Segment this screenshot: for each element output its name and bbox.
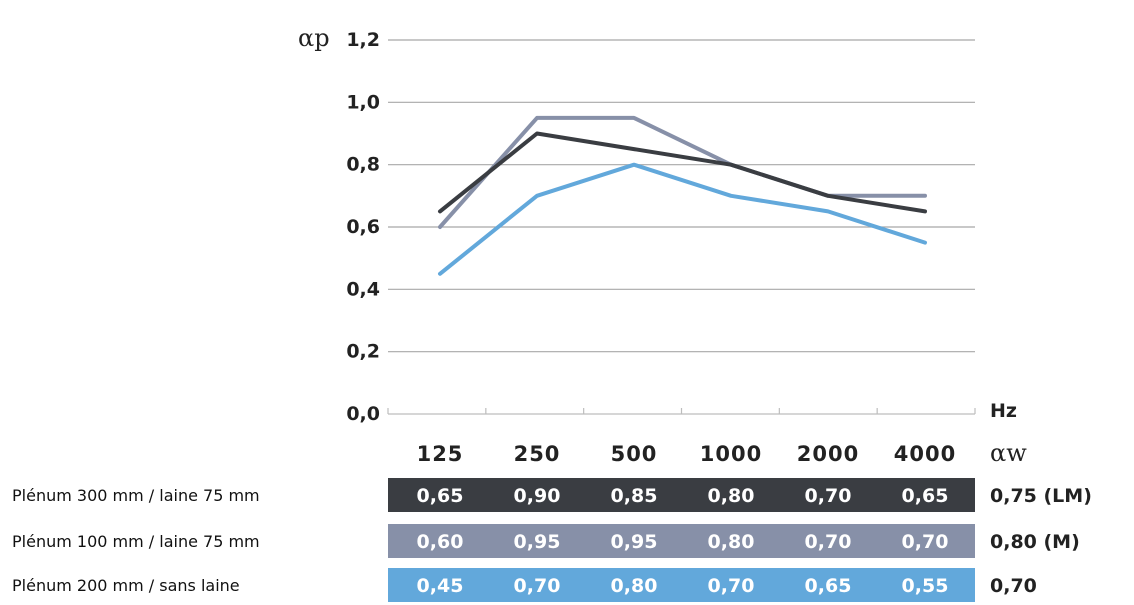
y-axis-symbol: αp bbox=[298, 24, 330, 52]
y-tick-labels: 0,0 0,2 0,4 0,6 0,8 1,0 1,2 bbox=[346, 29, 380, 425]
series-line bbox=[438, 115, 927, 229]
x-tick-label: 1000 bbox=[700, 442, 762, 466]
aw-value: 0,80 (M) bbox=[990, 531, 1080, 553]
value-cell: 0,70 bbox=[514, 575, 561, 597]
value-cell: 0,95 bbox=[514, 531, 561, 553]
x-tick-label: 125 bbox=[417, 442, 464, 466]
frequency-labels: 125 250 500 1000 2000 4000 bbox=[417, 442, 956, 466]
axes: αp Hz αw bbox=[298, 24, 1027, 467]
value-cell: 0,70 bbox=[902, 531, 949, 553]
value-cell: 0,80 bbox=[708, 531, 755, 553]
y-tick-label: 0,4 bbox=[346, 278, 380, 300]
gridlines bbox=[387, 39, 976, 415]
value-cell: 0,60 bbox=[417, 531, 464, 553]
aw-header: αw bbox=[990, 439, 1027, 467]
row-label: Plénum 100 mm / laine 75 mm bbox=[12, 532, 260, 551]
y-tick-label: 0,6 bbox=[346, 216, 380, 238]
value-cell: 0,70 bbox=[708, 575, 755, 597]
x-tick-label: 250 bbox=[514, 442, 561, 466]
value-cell: 0,80 bbox=[611, 575, 658, 597]
aw-value: 0,75 (LM) bbox=[990, 485, 1092, 507]
value-cell: 0,95 bbox=[611, 531, 658, 553]
y-tick-label: 0,8 bbox=[346, 154, 380, 176]
row-band bbox=[388, 478, 975, 512]
value-cell: 0,65 bbox=[417, 485, 464, 507]
x-axis-unit: Hz bbox=[990, 400, 1017, 422]
value-cell: 0,65 bbox=[805, 575, 852, 597]
series-line bbox=[438, 131, 927, 214]
value-cell: 0,55 bbox=[902, 575, 949, 597]
x-tick-label: 4000 bbox=[894, 442, 956, 466]
row-label: Plénum 200 mm / sans laine bbox=[12, 576, 240, 595]
y-tick-label: 1,2 bbox=[346, 29, 380, 51]
y-tick-label: 0,2 bbox=[346, 341, 380, 363]
aw-value: 0,70 bbox=[990, 575, 1037, 597]
row-band bbox=[388, 568, 975, 602]
value-cell: 0,70 bbox=[805, 485, 852, 507]
value-cell: 0,65 bbox=[902, 485, 949, 507]
row-band bbox=[388, 524, 975, 558]
series-line bbox=[438, 162, 927, 276]
y-tick-label: 0,0 bbox=[346, 403, 380, 425]
value-table: Plénum 300 mm / laine 75 mm 0,65 0,90 0,85 0… bbox=[12, 478, 1092, 602]
x-tick-label: 500 bbox=[611, 442, 658, 466]
x-tick-label: 2000 bbox=[797, 442, 859, 466]
row-label: Plénum 300 mm / laine 75 mm bbox=[12, 486, 260, 505]
series-lines bbox=[438, 115, 927, 276]
y-tick-label: 1,0 bbox=[346, 91, 380, 113]
value-cell: 0,90 bbox=[514, 485, 561, 507]
value-cell: 0,45 bbox=[417, 575, 464, 597]
value-cell: 0,70 bbox=[805, 531, 852, 553]
value-cell: 0,80 bbox=[708, 485, 755, 507]
value-cell: 0,85 bbox=[611, 485, 658, 507]
